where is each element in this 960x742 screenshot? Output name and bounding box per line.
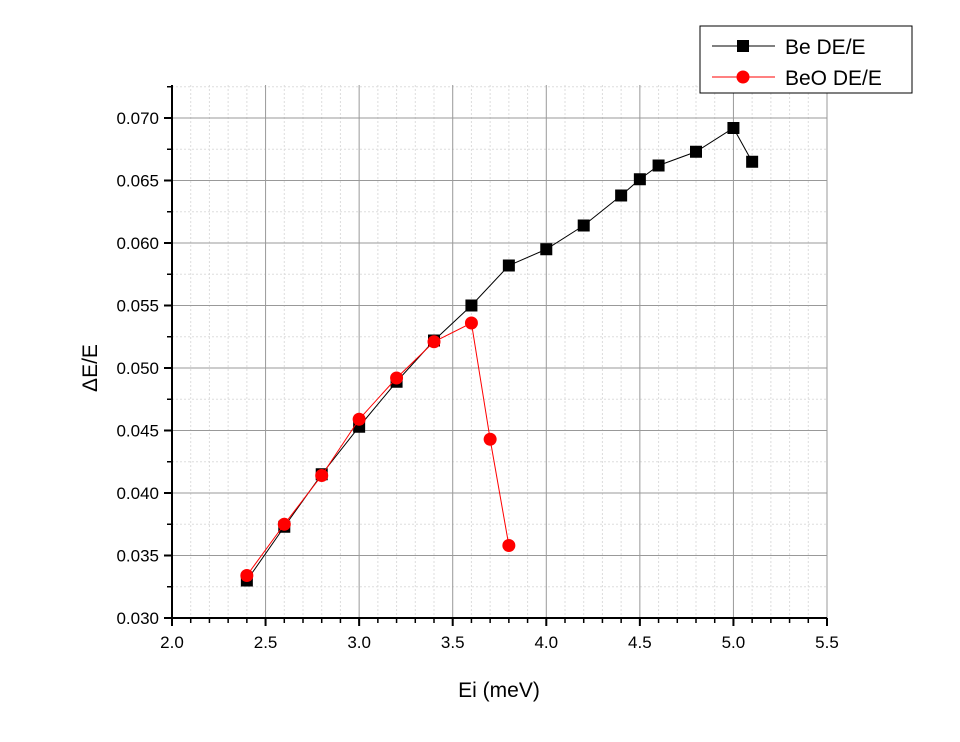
x-tick-label: 3.0 bbox=[347, 633, 371, 652]
legend: Be DE/E BeO DE/E bbox=[699, 25, 913, 94]
data-point-be bbox=[502, 259, 515, 272]
y-tick-label: 0.045 bbox=[116, 422, 159, 441]
data-point-be bbox=[615, 189, 628, 202]
data-point-be bbox=[577, 219, 590, 232]
legend-box bbox=[699, 25, 913, 94]
axes: 2.0 2.5 3.0 3.5 4.0 4.5 5.0 5.5 0.030 0.035 0.040 0… bbox=[116, 85, 839, 652]
x-tick-label: 2.5 bbox=[254, 633, 278, 652]
grid bbox=[172, 85, 828, 618]
y-tick-label: 0.030 bbox=[116, 609, 159, 628]
y-tick-label: 0.055 bbox=[116, 297, 159, 316]
x-tick-label: 4.0 bbox=[534, 633, 558, 652]
data-point-be bbox=[633, 173, 646, 186]
y-tick-label: 0.035 bbox=[116, 547, 159, 566]
data-point-be bbox=[727, 122, 740, 134]
data-point-be bbox=[540, 243, 553, 256]
y-axis-title: ΔE/E bbox=[79, 344, 102, 392]
x-tick-label: 2.0 bbox=[160, 633, 184, 652]
data-point-beo bbox=[502, 539, 516, 552]
y-tick-label: 0.070 bbox=[116, 109, 159, 128]
y-tick-label: 0.040 bbox=[116, 484, 159, 503]
series-layer bbox=[240, 122, 759, 587]
data-point-beo bbox=[352, 412, 366, 426]
legend-label-be: Be DE/E bbox=[785, 36, 866, 59]
legend-marker-be bbox=[737, 40, 749, 52]
data-point-be bbox=[465, 299, 478, 312]
legend-label-beo: BeO DE/E bbox=[785, 67, 882, 90]
x-tick-label: 3.5 bbox=[441, 633, 465, 652]
y-tick-label: 0.060 bbox=[116, 234, 159, 253]
data-point-beo bbox=[464, 316, 478, 330]
data-point-beo bbox=[427, 335, 441, 349]
data-point-beo bbox=[240, 569, 254, 582]
data-point-beo bbox=[277, 517, 291, 531]
y-tick-label: 0.065 bbox=[116, 172, 159, 191]
x-axis-title: Ei (meV) bbox=[458, 679, 540, 702]
series-line-be bbox=[246, 127, 753, 581]
data-point-beo bbox=[390, 371, 404, 385]
legend-marker-beo bbox=[736, 70, 750, 84]
data-point-be bbox=[652, 159, 665, 172]
y-tick-label: 0.050 bbox=[116, 359, 159, 378]
data-point-be bbox=[690, 145, 702, 158]
x-tick-label: 4.5 bbox=[628, 633, 652, 652]
data-point-beo bbox=[315, 469, 329, 482]
x-tick-label: 5.0 bbox=[722, 633, 746, 652]
data-point-beo bbox=[483, 432, 497, 446]
data-point-be bbox=[746, 155, 759, 168]
x-tick-label: 5.5 bbox=[815, 633, 839, 652]
